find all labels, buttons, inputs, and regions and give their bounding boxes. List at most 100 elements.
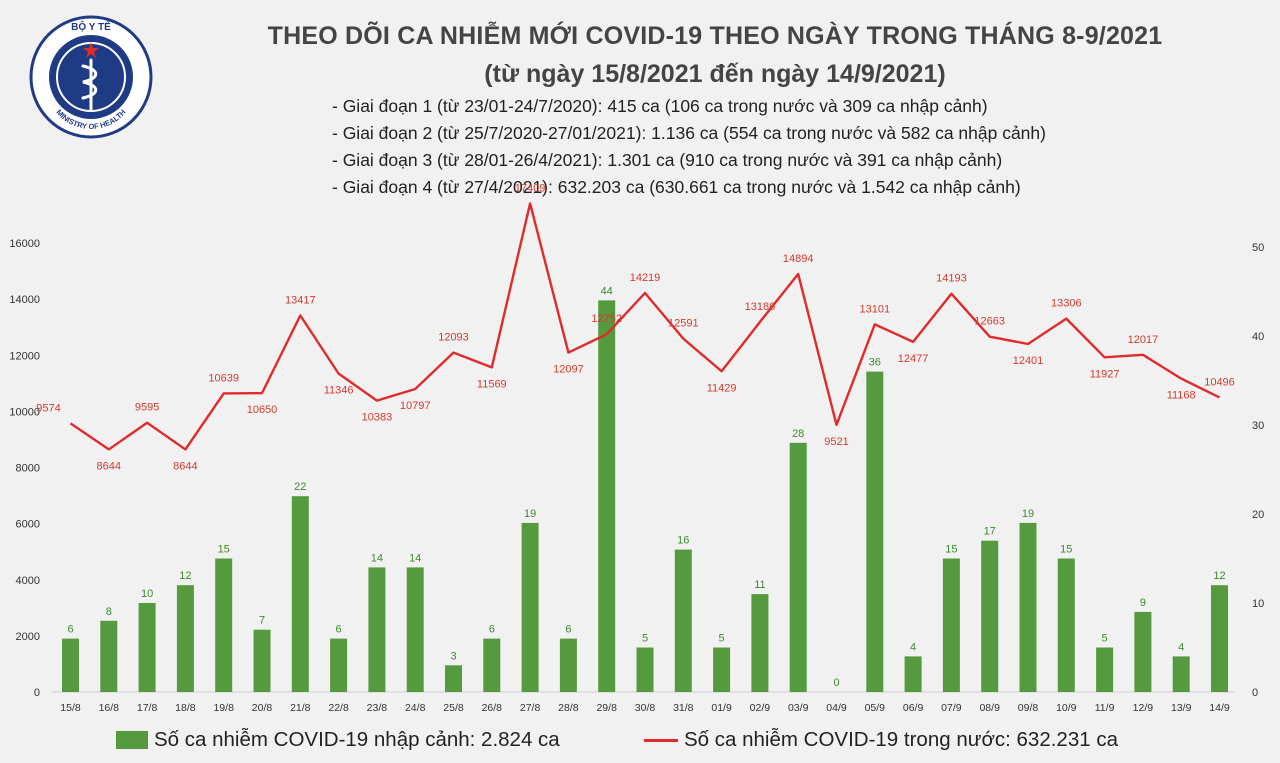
bar — [981, 540, 999, 692]
line-data-label: 14193 — [936, 273, 967, 285]
y-left-tick-label: 14000 — [9, 294, 40, 306]
x-tick-label: 21/8 — [290, 702, 311, 714]
bar-data-label: 19 — [1022, 508, 1034, 520]
bar — [368, 567, 386, 692]
line-data-label: 11429 — [707, 382, 737, 394]
bar-data-label: 5 — [719, 633, 725, 645]
star-icon — [83, 42, 99, 58]
line-data-label: 10383 — [362, 412, 393, 424]
y-left-tick-label: 2000 — [16, 631, 40, 643]
bar — [713, 647, 731, 692]
x-tick-label: 12/9 — [1133, 702, 1154, 714]
bar-data-label: 16 — [677, 535, 689, 547]
y-left-tick-label: 6000 — [16, 519, 40, 531]
x-tick-label: 28/8 — [558, 702, 579, 714]
line-data-label: 8644 — [97, 460, 121, 472]
line-data-label: 12017 — [1128, 334, 1159, 346]
line-data-label: 10650 — [247, 404, 278, 416]
line-data-label: 8644 — [173, 460, 197, 472]
x-tick-label: 17/8 — [137, 702, 158, 714]
x-tick-label: 24/8 — [405, 702, 426, 714]
x-tick-label: 08/9 — [979, 702, 1000, 714]
y-left-tick-label: 10000 — [9, 406, 40, 418]
bar — [1057, 558, 1075, 692]
x-tick-label: 05/9 — [865, 702, 886, 714]
bar-data-label: 22 — [294, 481, 306, 493]
logo-text-top: BỘ Y TẾ — [71, 20, 111, 33]
phase-1-text: - Giai đoạn 1 (từ 23/01-24/7/2020): 415 … — [332, 96, 988, 116]
x-tick-label: 07/9 — [941, 702, 962, 714]
bar-data-label: 19 — [524, 508, 536, 520]
x-tick-label: 26/8 — [482, 702, 503, 714]
y-left-tick-label: 8000 — [16, 463, 40, 475]
x-tick-label: 29/8 — [596, 702, 617, 714]
bar-data-label: 15 — [1060, 544, 1072, 556]
bar — [598, 300, 616, 692]
x-tick-label: 03/9 — [788, 702, 809, 714]
y-right-tick-label: 0 — [1252, 687, 1258, 699]
y-right-tick-label: 50 — [1252, 242, 1264, 254]
line-data-label: 13306 — [1051, 298, 1082, 310]
phase-2-text: - Giai đoạn 2 (từ 25/7/2020-27/01/2021):… — [332, 123, 1046, 143]
line-data-label: 11346 — [324, 385, 354, 397]
line-data-label: 17409 — [515, 182, 546, 194]
line-data-label: 10496 — [1204, 376, 1235, 388]
legend-bar-swatch — [116, 731, 148, 749]
bar-data-label: 14 — [371, 552, 383, 564]
bar-data-label: 4 — [910, 641, 916, 653]
y-left-tick-label: 16000 — [9, 238, 40, 250]
bar-data-label: 36 — [869, 357, 881, 369]
bar — [176, 585, 194, 692]
x-tick-label: 30/8 — [635, 702, 656, 714]
bar-data-label: 5 — [1102, 633, 1108, 645]
bar-data-label: 11 — [754, 579, 765, 591]
bar — [1134, 611, 1152, 692]
line-data-label: 9521 — [824, 436, 848, 448]
y-left-tick-label: 4000 — [16, 575, 40, 587]
bar-data-label: 7 — [259, 615, 265, 627]
bar — [406, 567, 424, 692]
bar-data-label: 14 — [409, 552, 421, 564]
bar-data-label: 6 — [565, 624, 571, 636]
bar — [559, 638, 577, 692]
x-tick-label: 10/9 — [1056, 702, 1077, 714]
y-left-tick-label: 12000 — [9, 350, 40, 362]
caduceus-icon — [81, 58, 98, 112]
bar — [253, 629, 271, 692]
x-tick-label: 16/8 — [99, 702, 120, 714]
bar-data-label: 3 — [450, 650, 456, 662]
bar-data-label: 17 — [984, 526, 996, 538]
line-data-label: 14219 — [630, 272, 661, 284]
y-right-tick-label: 30 — [1252, 420, 1264, 432]
bar-data-label: 12 — [1213, 570, 1225, 582]
x-tick-label: 11/9 — [1095, 702, 1115, 714]
line-data-label: 13101 — [860, 303, 891, 315]
line-data-label: 10639 — [208, 372, 239, 384]
bar-data-label: 6 — [67, 624, 73, 636]
legend-bar-label: Số ca nhiễm COVID-19 nhập cảnh: 2.824 ca — [154, 728, 560, 751]
bar-data-label: 28 — [792, 428, 804, 440]
line-data-label: 12401 — [1013, 355, 1044, 367]
bar-data-label: 8 — [106, 606, 112, 618]
bar — [62, 638, 79, 692]
y-right-tick-label: 40 — [1252, 331, 1264, 343]
x-tick-label: 14/9 — [1209, 702, 1230, 714]
x-tick-label: 02/9 — [750, 702, 771, 714]
bar — [330, 638, 348, 692]
line-data-label: 10797 — [400, 400, 431, 412]
line-data-label: 9574 — [36, 402, 60, 414]
bar — [483, 638, 501, 692]
bar-data-label: 6 — [489, 624, 495, 636]
x-tick-label: 18/8 — [175, 702, 196, 714]
bar-data-label: 6 — [336, 624, 342, 636]
bar — [291, 496, 309, 692]
bar — [904, 656, 922, 692]
bar-data-label: 10 — [141, 588, 153, 600]
x-tick-label: 23/8 — [367, 702, 388, 714]
line-data-label: 11168 — [1167, 390, 1196, 402]
legend-line-swatch — [644, 738, 678, 742]
phase-3-text: - Giai đoạn 3 (từ 28/01-26/4/2021): 1.30… — [332, 150, 1003, 170]
bar — [445, 665, 462, 692]
bar-data-label: 44 — [601, 285, 613, 297]
bar-data-label: 15 — [218, 544, 230, 556]
